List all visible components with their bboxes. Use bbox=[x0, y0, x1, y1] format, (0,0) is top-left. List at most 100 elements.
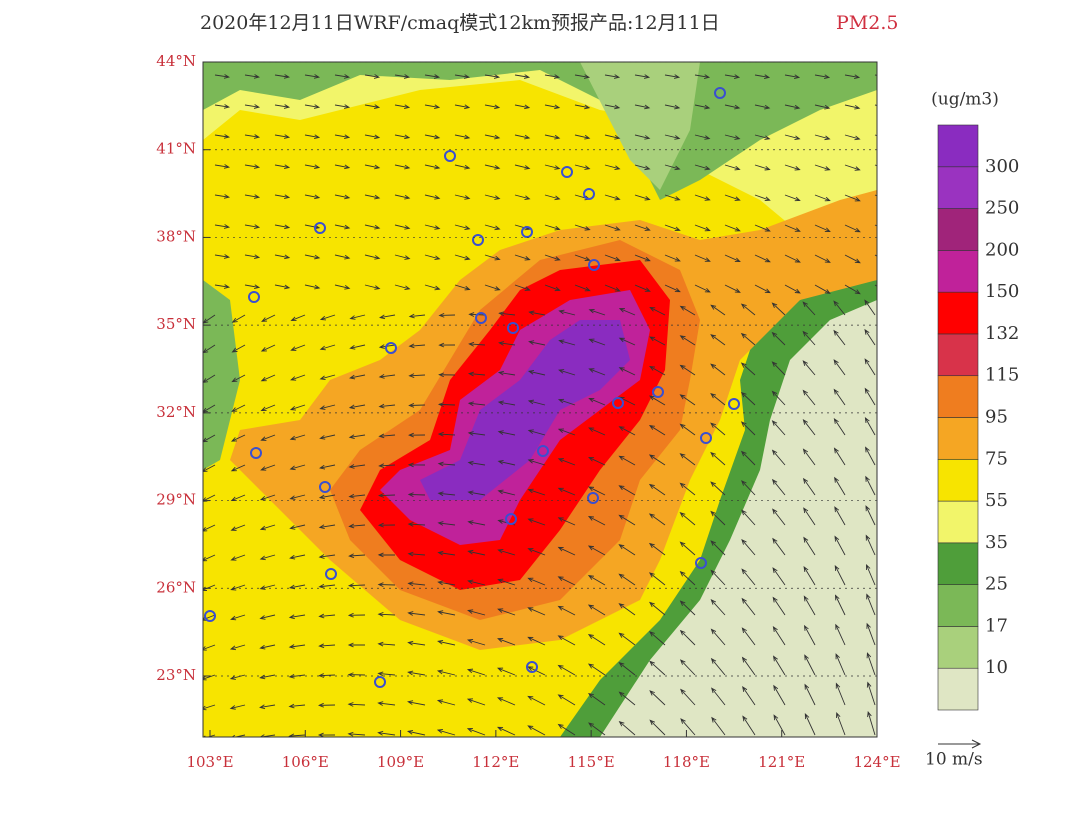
wind-arrow bbox=[304, 254, 321, 260]
wind-arrow bbox=[694, 194, 711, 201]
wind-arrow bbox=[814, 224, 831, 232]
wind-arrow bbox=[319, 314, 336, 321]
wind-arrow bbox=[544, 134, 561, 140]
wind-arrow bbox=[867, 710, 876, 736]
lon-label: 124°E bbox=[853, 753, 900, 771]
wind-arrow bbox=[527, 577, 546, 586]
wind-arrow bbox=[289, 404, 306, 411]
lat-label: 32°N bbox=[156, 403, 196, 421]
wind-arrow bbox=[784, 104, 801, 110]
lon-label: 103°E bbox=[186, 753, 233, 771]
wind-arrow bbox=[436, 729, 456, 736]
wind-arrow bbox=[664, 284, 681, 293]
wind-arrow bbox=[467, 549, 486, 556]
wind-arrow bbox=[214, 254, 231, 259]
wind-arrow bbox=[289, 554, 306, 560]
wind-arrow bbox=[679, 482, 696, 496]
lat-label: 29°N bbox=[156, 491, 196, 509]
wind-arrow bbox=[784, 74, 801, 79]
wind-arrow bbox=[680, 688, 696, 706]
wind-arrow bbox=[844, 254, 861, 264]
wind-arrow bbox=[544, 224, 561, 231]
wind-arrow bbox=[711, 687, 726, 706]
wind-arrow bbox=[741, 597, 756, 616]
wind-arrow bbox=[484, 224, 501, 231]
lon-label: 115°E bbox=[568, 753, 615, 771]
wind-arrow bbox=[319, 374, 336, 381]
wind-arrow bbox=[407, 700, 426, 706]
wind-arrow bbox=[694, 164, 711, 171]
wind-arrow bbox=[437, 402, 456, 407]
wind-arrow bbox=[319, 464, 336, 470]
wind-arrow bbox=[724, 284, 741, 293]
wind-arrow bbox=[318, 524, 336, 530]
colorbar-segment bbox=[937, 417, 979, 460]
wind-arrow bbox=[288, 673, 306, 679]
wind-arrow bbox=[771, 302, 786, 316]
wind-arrow bbox=[364, 134, 381, 140]
wind-arrow bbox=[437, 491, 456, 497]
wind-arrow bbox=[377, 641, 396, 647]
wind-arrow bbox=[604, 74, 621, 79]
wind-arrow bbox=[377, 552, 396, 558]
wind-arrow bbox=[724, 194, 741, 201]
lat-label: 23°N bbox=[156, 666, 196, 684]
wind-arrow bbox=[866, 593, 876, 616]
wind-arrow bbox=[407, 611, 426, 616]
wind-arrow bbox=[814, 194, 831, 202]
wind-arrow bbox=[304, 134, 321, 139]
wind-arrow bbox=[394, 284, 411, 291]
wind-arrow bbox=[467, 638, 486, 646]
wind-arrow bbox=[394, 104, 411, 109]
wind-arrow bbox=[288, 703, 306, 709]
wind-arrow bbox=[784, 284, 801, 294]
wind-arrow bbox=[784, 254, 801, 263]
wind-arrow bbox=[557, 576, 576, 586]
colorbar-segment bbox=[937, 208, 979, 251]
wind-arrow bbox=[557, 605, 576, 616]
wind-arrow bbox=[742, 686, 756, 706]
wind-arrow bbox=[408, 403, 426, 408]
wind-arrow bbox=[866, 622, 876, 646]
wind-arrow bbox=[618, 367, 636, 376]
wind-arrow bbox=[527, 429, 546, 436]
wind-arrow bbox=[544, 284, 561, 292]
wind-arrow bbox=[424, 164, 441, 170]
wind-arrow bbox=[348, 523, 366, 529]
wind-arrow bbox=[587, 575, 606, 586]
colorbar-segment bbox=[937, 166, 979, 209]
colorbar-label: 10 bbox=[985, 657, 1008, 678]
wind-arrow bbox=[772, 625, 786, 646]
wind-arrow bbox=[618, 485, 636, 496]
wind-arrow bbox=[304, 74, 321, 79]
wind-arrow bbox=[407, 640, 426, 646]
wind-arrow bbox=[618, 426, 636, 436]
wind-arrow bbox=[229, 704, 246, 710]
wind-arrow bbox=[694, 224, 711, 232]
wind-arrow bbox=[664, 104, 681, 110]
wind-reference: 10 m/s bbox=[925, 750, 983, 770]
wind-arrow bbox=[557, 487, 576, 496]
wind-arrow bbox=[680, 718, 696, 736]
wind-arrow bbox=[679, 659, 696, 676]
wind-arrow bbox=[244, 254, 261, 259]
wind-arrow bbox=[466, 728, 486, 736]
wind-arrow bbox=[679, 335, 696, 346]
wind-arrow bbox=[754, 104, 771, 110]
wind-arrow bbox=[710, 334, 726, 346]
wind-arrow bbox=[649, 336, 666, 346]
wind-arrow bbox=[588, 397, 606, 406]
colorbar-label: 132 bbox=[985, 323, 1019, 344]
wind-arrow bbox=[634, 164, 651, 171]
wind-arrow bbox=[574, 74, 591, 79]
wind-arrow bbox=[679, 305, 696, 316]
wind-arrow bbox=[833, 417, 846, 436]
wind-arrow bbox=[710, 599, 726, 616]
wind-arrow bbox=[604, 104, 621, 110]
lon-label: 109°E bbox=[377, 753, 424, 771]
wind-arrow bbox=[710, 363, 726, 376]
wind-arrow bbox=[379, 314, 396, 320]
wind-arrow bbox=[203, 464, 216, 473]
wind-arrow bbox=[864, 387, 876, 406]
wind-arrow bbox=[649, 631, 666, 646]
